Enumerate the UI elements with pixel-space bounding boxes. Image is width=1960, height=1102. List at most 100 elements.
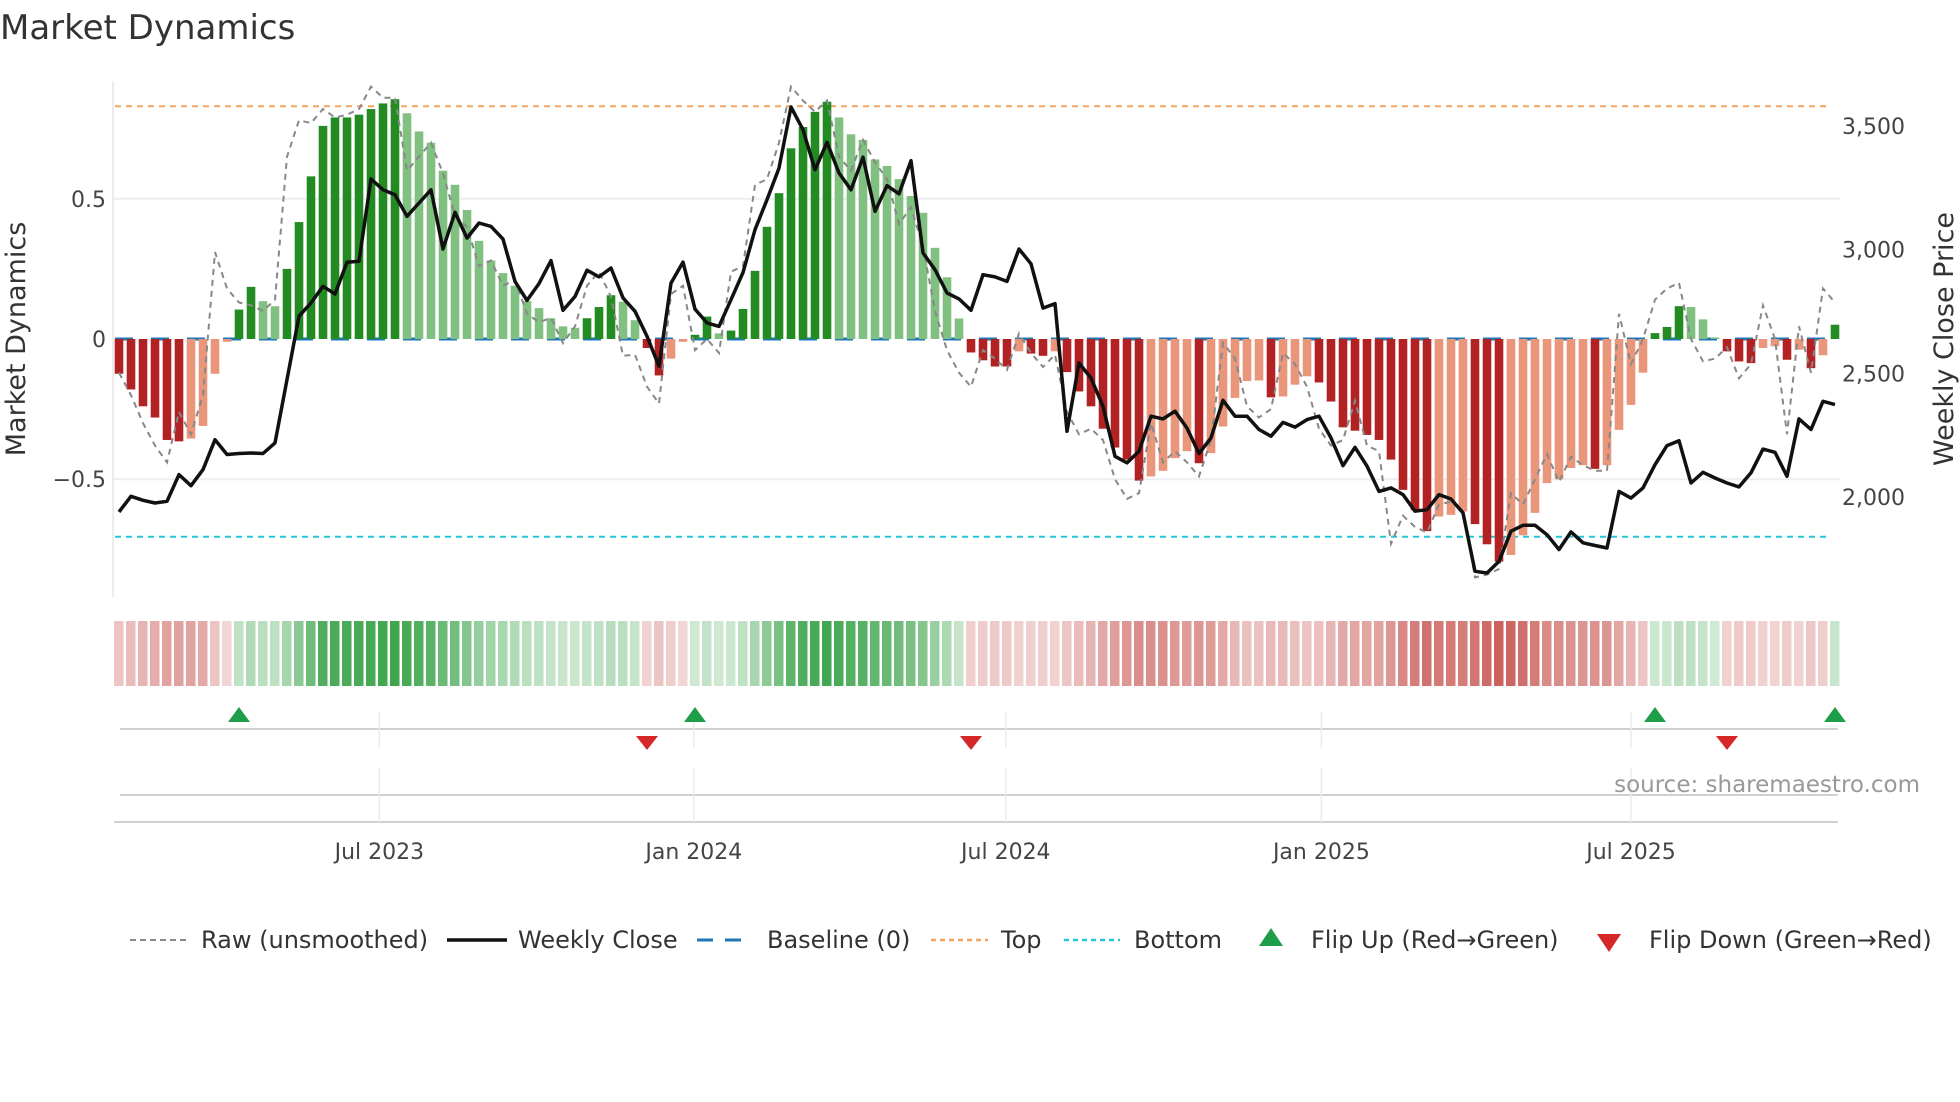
strip-cell	[282, 621, 292, 686]
momentum-bar	[1350, 339, 1360, 431]
momentum-bar	[1542, 339, 1552, 484]
strip-cell	[1446, 621, 1456, 686]
strip-cell	[1506, 621, 1516, 686]
strip-cell	[1578, 621, 1588, 686]
x-axis-ticks: Jul 2023 Jan 2024 Jul 2024 Jan 2025 Jul 2025	[333, 840, 1676, 865]
strip-cell	[1158, 621, 1168, 686]
momentum-bar	[1518, 339, 1528, 536]
momentum-bar	[1566, 339, 1576, 468]
momentum-bar	[726, 330, 736, 339]
strip-cell	[162, 621, 172, 686]
strip-cell	[834, 621, 844, 686]
strip-cell	[1626, 621, 1636, 686]
momentum-bar	[498, 273, 508, 339]
raw-series-line	[118, 84, 1836, 579]
strip-cell	[1350, 621, 1360, 686]
strip-cell	[1338, 621, 1348, 686]
momentum-bar	[258, 301, 268, 339]
momentum-bar	[894, 179, 904, 339]
momentum-bar	[138, 339, 148, 407]
momentum-bar	[414, 131, 424, 339]
source-credit: source: sharemaestro.com	[1614, 772, 1920, 798]
momentum-bar	[1386, 339, 1396, 460]
strip-cell	[1818, 621, 1828, 686]
y2-tick-label: 2,000	[1842, 486, 1905, 511]
momentum-bar	[1458, 339, 1468, 512]
momentum-bar	[270, 306, 280, 339]
momentum-bar	[1170, 339, 1180, 459]
momentum-bar	[1134, 339, 1144, 481]
y2-tick-label: 3,500	[1842, 115, 1905, 140]
momentum-bar	[1758, 339, 1768, 348]
strip-cell	[990, 621, 1000, 686]
strip-cell	[954, 621, 964, 686]
strip-cell	[918, 621, 928, 686]
momentum-bar	[990, 339, 1000, 367]
legend-close-label: Weekly Close	[518, 926, 678, 954]
legend-baseline-label: Baseline (0)	[767, 926, 910, 954]
momentum-bar	[1578, 339, 1588, 466]
momentum-bar	[606, 295, 616, 339]
strip-cell	[1062, 621, 1072, 686]
momentum-bar	[1674, 306, 1684, 339]
strip-cell	[1566, 621, 1576, 686]
momentum-bar	[1554, 339, 1564, 480]
grid	[113, 197, 1840, 481]
momentum-bar	[1302, 339, 1312, 377]
momentum-bar	[1830, 324, 1840, 339]
strip-cell	[534, 621, 544, 686]
momentum-bar	[162, 339, 172, 440]
x-tick-label: Jul 2025	[1584, 840, 1676, 865]
strip-cell	[342, 621, 352, 686]
strip-cell	[1458, 621, 1468, 686]
momentum-bar	[774, 193, 784, 339]
flip-up-marker	[1824, 707, 1846, 722]
momentum-bar	[1482, 339, 1492, 545]
momentum-bar	[534, 308, 544, 339]
momentum-bar	[1038, 339, 1048, 356]
strip-cell	[1806, 621, 1816, 686]
legend-flip-down-icon	[1597, 934, 1621, 952]
strip-cell	[1794, 621, 1804, 686]
strip-cell	[1710, 621, 1720, 686]
momentum-bar	[450, 184, 460, 339]
momentum-bar	[1062, 339, 1072, 373]
momentum-bar	[1698, 319, 1708, 339]
strip-cell	[1746, 621, 1756, 686]
momentum-bar	[882, 165, 892, 339]
strip-cell	[1218, 621, 1228, 686]
momentum-bar	[594, 307, 604, 339]
strip-cell	[1134, 621, 1144, 686]
strip-cell	[846, 621, 856, 686]
momentum-bar	[762, 226, 772, 339]
strip-cell	[858, 621, 868, 686]
strip-cell	[762, 621, 772, 686]
strip-cell	[1374, 621, 1384, 686]
strip-cell	[150, 621, 160, 686]
momentum-bar	[1614, 339, 1624, 430]
momentum-bar	[1746, 339, 1756, 364]
momentum-bar	[1722, 339, 1732, 352]
momentum-bar	[222, 339, 232, 342]
strip-cell	[1362, 621, 1372, 686]
momentum-bar	[1362, 339, 1372, 435]
momentum-bar	[1122, 339, 1132, 460]
strip-cell	[930, 621, 940, 686]
weekly-close-line	[117, 105, 1836, 575]
strip-cell	[870, 621, 880, 686]
series-lines	[117, 84, 1836, 579]
strip-cell	[882, 621, 892, 686]
strip-cell	[1038, 621, 1048, 686]
strip-cell	[1722, 621, 1732, 686]
momentum-bar	[1398, 339, 1408, 490]
momentum-bar	[378, 103, 388, 339]
strip-cell	[1398, 621, 1408, 686]
strip-cell	[1254, 621, 1264, 686]
strip-cell	[1386, 621, 1396, 686]
strip-cell	[1410, 621, 1420, 686]
flip-down-marker	[960, 736, 982, 750]
momentum-bar	[918, 212, 928, 339]
strip-cell	[270, 621, 280, 686]
strip-cell	[786, 621, 796, 686]
strip-cell	[822, 621, 832, 686]
